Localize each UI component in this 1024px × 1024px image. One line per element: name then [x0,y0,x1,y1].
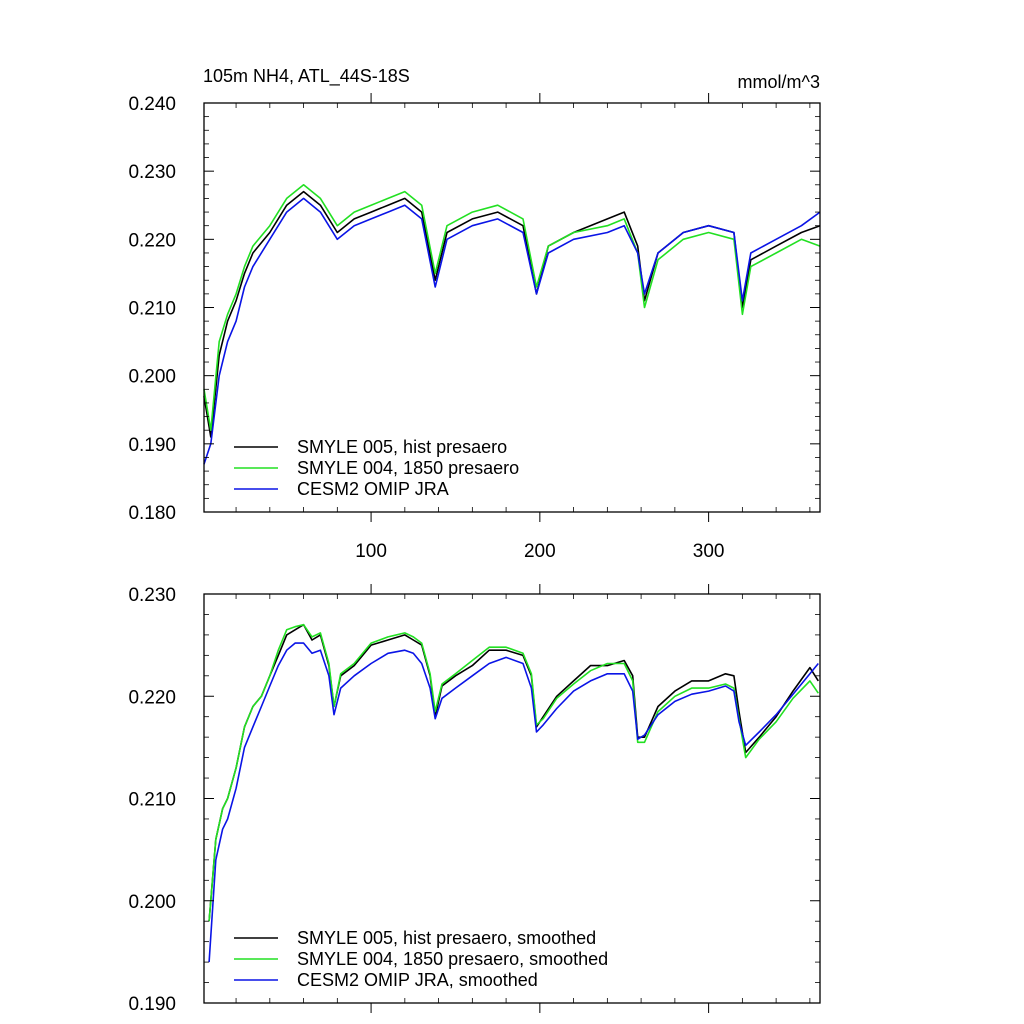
legend-label: CESM2 OMIP JRA, smoothed [297,970,538,990]
y-tick-label: 0.210 [128,299,176,320]
legend-label: SMYLE 004, 1850 presaero, smoothed [297,949,608,969]
smoothed-panel: 0.190 0.200 0.210 0.220 0.230 SMYLE 005, his… [128,584,821,1015]
y-tick-label: 0.200 [128,892,176,913]
x-tick-label: 100 [355,541,387,562]
units-label: mmol/m^3 [738,72,820,92]
legend-label: SMYLE 005, hist presaero [297,437,507,457]
chart-title: 105m NH4, ATL_44S-18S [203,66,410,87]
y-tick-label: 0.180 [128,503,176,524]
series-line-pre1850 [203,184,821,432]
series-line-hist [203,190,821,438]
legend-label: CESM2 OMIP JRA [297,479,449,499]
y-tick-label: 0.230 [128,585,176,606]
series-line-hist [208,623,819,922]
raw-panel: 105m NH4, ATL_44S-18S mmol/m^3 0.180 0.19… [128,66,821,562]
y-tick-label: 0.190 [128,994,176,1015]
y-tick-label: 0.230 [128,162,176,183]
legend-label: SMYLE 004, 1850 presaero [297,458,519,478]
plot-frame [203,593,821,1004]
y-tick-label: 0.240 [128,94,176,115]
y-tick-label: 0.210 [128,790,176,811]
x-tick-label: 300 [693,541,725,562]
series-line-pre1850 [208,623,819,922]
x-tick-label: 200 [524,541,556,562]
legend-label: SMYLE 005, hist presaero, smoothed [297,928,596,948]
series-line-omip [203,197,821,465]
y-tick-label: 0.190 [128,435,176,456]
y-tick-label: 0.220 [128,687,176,708]
plot-frame [203,102,821,513]
y-tick-label: 0.220 [128,230,176,251]
series-line-omip [208,642,819,963]
y-tick-label: 0.200 [128,367,176,388]
